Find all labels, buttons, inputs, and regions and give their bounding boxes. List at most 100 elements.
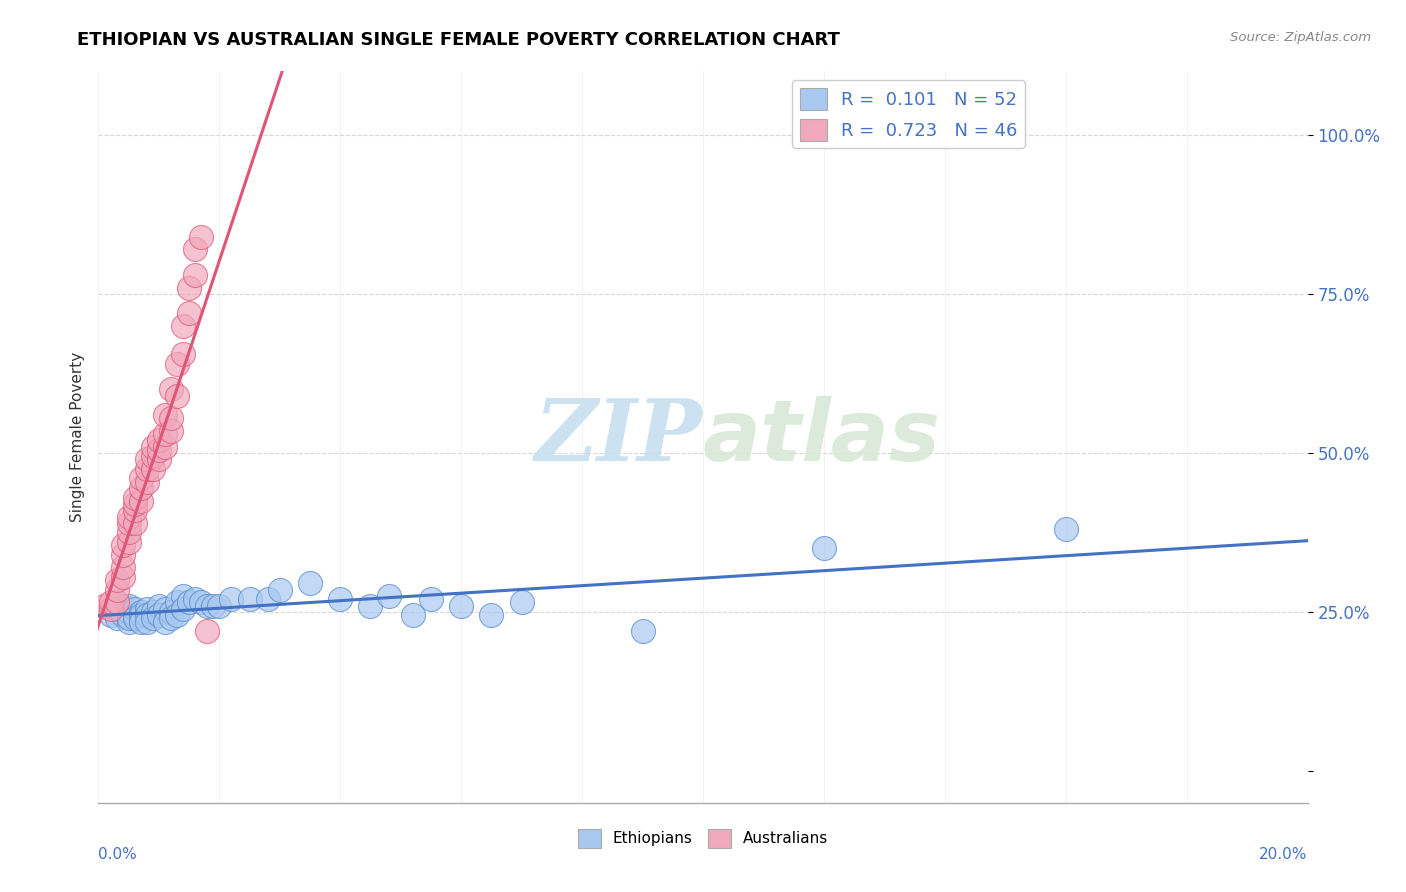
Point: [172, 602, 194, 616]
Point: [299, 576, 322, 591]
Point: [153, 615, 176, 629]
Point: [329, 592, 352, 607]
Point: [179, 595, 201, 609]
Point: [481, 608, 503, 623]
Point: [813, 541, 835, 556]
Point: [148, 608, 170, 623]
Point: [166, 608, 188, 623]
Point: [111, 599, 134, 613]
Point: [118, 599, 141, 613]
Point: [118, 525, 141, 540]
Point: [105, 573, 128, 587]
Point: [269, 582, 291, 597]
Point: [129, 471, 152, 485]
Text: ZIP: ZIP: [536, 395, 703, 479]
Point: [111, 570, 134, 584]
Point: [105, 602, 128, 616]
Point: [510, 595, 533, 609]
Y-axis label: Single Female Poverty: Single Female Poverty: [69, 352, 84, 522]
Point: [239, 592, 262, 607]
Point: [124, 608, 146, 623]
Point: [118, 605, 141, 619]
Point: [631, 624, 654, 638]
Point: [105, 611, 128, 625]
Point: [184, 592, 207, 607]
Point: [450, 599, 472, 613]
Point: [166, 389, 188, 403]
Point: [148, 442, 170, 457]
Point: [153, 602, 176, 616]
Point: [142, 462, 165, 476]
Point: [100, 602, 122, 616]
Point: [124, 611, 146, 625]
Point: [153, 408, 176, 422]
Point: [172, 589, 194, 603]
Point: [105, 595, 128, 609]
Point: [124, 503, 146, 517]
Point: [118, 516, 141, 530]
Point: [208, 599, 231, 613]
Point: [160, 383, 183, 397]
Point: [1054, 522, 1077, 536]
Point: [148, 599, 170, 613]
Point: [184, 268, 207, 282]
Point: [129, 615, 152, 629]
Point: [256, 592, 278, 607]
Point: [100, 595, 122, 609]
Point: [153, 440, 176, 454]
Point: [129, 608, 152, 623]
Point: [93, 599, 115, 613]
Point: [160, 424, 183, 438]
Point: [142, 449, 165, 463]
Point: [118, 509, 141, 524]
Point: [166, 595, 188, 609]
Point: [129, 493, 152, 508]
Text: Source: ZipAtlas.com: Source: ZipAtlas.com: [1230, 31, 1371, 45]
Point: [179, 280, 201, 294]
Point: [135, 602, 157, 616]
Point: [148, 434, 170, 448]
Point: [360, 599, 382, 613]
Point: [166, 357, 188, 371]
Point: [142, 605, 165, 619]
Point: [402, 608, 425, 623]
Point: [118, 535, 141, 549]
Point: [124, 497, 146, 511]
Point: [190, 595, 212, 609]
Point: [124, 491, 146, 505]
Point: [111, 538, 134, 552]
Text: ETHIOPIAN VS AUSTRALIAN SINGLE FEMALE POVERTY CORRELATION CHART: ETHIOPIAN VS AUSTRALIAN SINGLE FEMALE PO…: [77, 31, 841, 49]
Point: [118, 615, 141, 629]
Point: [195, 599, 218, 613]
Point: [142, 611, 165, 625]
Point: [129, 605, 152, 619]
Point: [135, 608, 157, 623]
Point: [221, 592, 243, 607]
Point: [420, 592, 443, 607]
Point: [135, 462, 157, 476]
Point: [111, 548, 134, 562]
Point: [377, 589, 399, 603]
Point: [148, 452, 170, 467]
Point: [135, 452, 157, 467]
Point: [129, 481, 152, 495]
Point: [172, 318, 194, 333]
Text: atlas: atlas: [703, 395, 941, 479]
Point: [118, 611, 141, 625]
Point: [111, 608, 134, 623]
Point: [190, 229, 212, 244]
Point: [160, 611, 183, 625]
Point: [160, 605, 183, 619]
Point: [105, 582, 128, 597]
Legend: Ethiopians, Australians: Ethiopians, Australians: [572, 822, 834, 854]
Point: [111, 560, 134, 574]
Text: 20.0%: 20.0%: [1260, 847, 1308, 862]
Point: [184, 243, 207, 257]
Point: [195, 624, 218, 638]
Point: [179, 306, 201, 320]
Point: [202, 599, 225, 613]
Text: 0.0%: 0.0%: [98, 847, 138, 862]
Point: [135, 615, 157, 629]
Point: [142, 440, 165, 454]
Point: [172, 347, 194, 361]
